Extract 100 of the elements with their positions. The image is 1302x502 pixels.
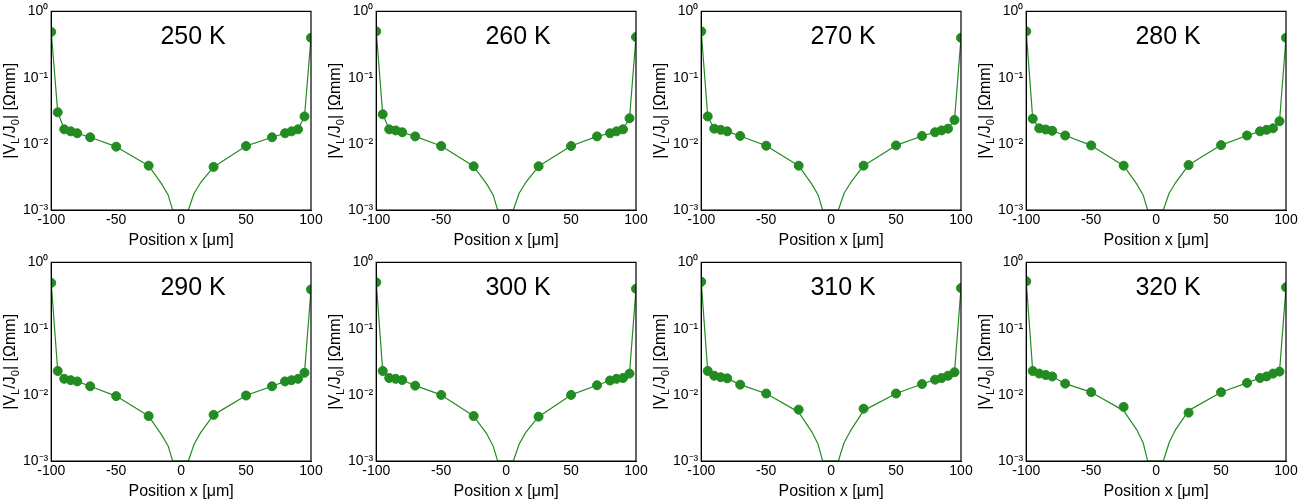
point bbox=[722, 373, 733, 384]
point bbox=[735, 379, 746, 390]
y-tick-label: 10⁻² bbox=[998, 385, 1024, 402]
point bbox=[702, 111, 713, 122]
x-axis-title: Position x [μm] bbox=[778, 231, 884, 249]
x-tick-label: 0 bbox=[827, 462, 836, 479]
chart-title: 300 K bbox=[485, 272, 552, 301]
point bbox=[592, 380, 603, 391]
x-tick-label: -50 bbox=[106, 462, 127, 479]
x-tick-label: 50 bbox=[888, 462, 905, 479]
point bbox=[858, 403, 869, 414]
point bbox=[1242, 377, 1253, 388]
x-tick-label: 100 bbox=[299, 211, 323, 228]
point bbox=[624, 113, 635, 124]
x-tick-label: -50 bbox=[431, 462, 452, 479]
x-tick-label: 50 bbox=[1213, 462, 1230, 479]
x-tick-label: 0 bbox=[1152, 211, 1161, 228]
point bbox=[293, 373, 304, 384]
chart-title: 260 K bbox=[485, 21, 552, 50]
y-tick-label: 10⁻¹ bbox=[23, 68, 49, 85]
y-tick-label: 10⁻² bbox=[673, 134, 699, 151]
point bbox=[208, 409, 219, 420]
point bbox=[267, 381, 278, 392]
x-axis-title: Position x [μm] bbox=[1103, 231, 1209, 249]
point bbox=[1118, 160, 1129, 171]
y-tick-label: 10⁻¹ bbox=[673, 68, 699, 85]
y-tick-label: 10⁻² bbox=[998, 134, 1024, 151]
point bbox=[241, 390, 252, 401]
point bbox=[793, 160, 804, 171]
point bbox=[891, 140, 902, 151]
y-tick-label: 10⁰ bbox=[352, 2, 374, 19]
y-axis-title: |VL/J0| [Ωmm] bbox=[1, 62, 21, 159]
point bbox=[293, 124, 304, 135]
point bbox=[1216, 387, 1227, 398]
point bbox=[891, 388, 902, 399]
point bbox=[618, 373, 629, 384]
y-tick-label: 10⁻² bbox=[23, 134, 49, 151]
x-tick-label: 100 bbox=[1274, 462, 1298, 479]
y-tick-label: 10⁻¹ bbox=[673, 319, 699, 336]
point bbox=[72, 128, 83, 139]
point bbox=[1274, 116, 1285, 127]
x-tick-label: 50 bbox=[563, 462, 580, 479]
y-tick-label: 10⁰ bbox=[27, 253, 49, 270]
x-axis-title: Position x [μm] bbox=[128, 482, 234, 500]
point bbox=[1086, 387, 1097, 398]
point bbox=[917, 130, 928, 141]
point bbox=[377, 365, 388, 376]
y-tick-label: 10⁰ bbox=[1002, 2, 1024, 19]
x-tick-label: 50 bbox=[238, 462, 255, 479]
y-tick-label: 10⁻¹ bbox=[998, 319, 1024, 336]
y-tick-label: 10⁻² bbox=[348, 134, 374, 151]
y-axis-title: |VL/J0| [Ωmm] bbox=[1, 313, 21, 410]
x-tick-label: 0 bbox=[177, 211, 186, 228]
x-tick-label: 0 bbox=[502, 211, 511, 228]
x-tick-label: 0 bbox=[177, 462, 186, 479]
point bbox=[410, 131, 421, 142]
y-tick-label: 10⁰ bbox=[677, 2, 699, 19]
point bbox=[267, 132, 278, 143]
x-axis-title: Position x [μm] bbox=[1103, 482, 1209, 500]
point bbox=[793, 404, 804, 415]
y-axis-title: |VL/J0| [Ωmm] bbox=[651, 313, 671, 410]
x-tick-label: -50 bbox=[756, 462, 777, 479]
x-axis-title: Position x [μm] bbox=[778, 482, 884, 500]
x-tick-label: -50 bbox=[431, 211, 452, 228]
y-tick-label: 10⁰ bbox=[677, 253, 699, 270]
x-tick-label: 0 bbox=[1152, 462, 1161, 479]
point bbox=[1242, 130, 1253, 141]
point bbox=[618, 124, 629, 135]
x-axis-title: Position x [μm] bbox=[453, 482, 559, 500]
point bbox=[533, 161, 544, 172]
point bbox=[85, 381, 96, 392]
y-tick-label: 10⁻¹ bbox=[348, 319, 374, 336]
point bbox=[1183, 160, 1194, 171]
x-tick-label: -50 bbox=[106, 211, 127, 228]
point bbox=[702, 365, 713, 376]
point bbox=[436, 389, 447, 400]
y-tick-label: 10⁻² bbox=[23, 385, 49, 402]
x-tick-label: 100 bbox=[624, 211, 648, 228]
point bbox=[1268, 123, 1279, 134]
x-tick-label: -50 bbox=[1081, 211, 1102, 228]
x-tick-label: 50 bbox=[1213, 211, 1230, 228]
y-axis-title: |VL/J0| [Ωmm] bbox=[326, 62, 346, 159]
y-tick-label: 10⁰ bbox=[352, 253, 374, 270]
y-tick-label: 10⁻² bbox=[348, 385, 374, 402]
point bbox=[1047, 371, 1058, 382]
point bbox=[85, 132, 96, 143]
point bbox=[397, 127, 408, 138]
point bbox=[533, 411, 544, 422]
point bbox=[397, 375, 408, 385]
y-tick-label: 10⁻¹ bbox=[348, 68, 374, 85]
y-tick-label: 10⁻¹ bbox=[998, 68, 1024, 85]
point bbox=[1060, 130, 1071, 141]
chart-title: 290 K bbox=[160, 272, 227, 301]
point bbox=[949, 367, 960, 378]
x-tick-label: 50 bbox=[888, 211, 905, 228]
point bbox=[1027, 113, 1038, 124]
point bbox=[761, 140, 772, 151]
point bbox=[72, 376, 83, 387]
chart-title: 250 K bbox=[160, 21, 227, 50]
point bbox=[1216, 140, 1227, 151]
